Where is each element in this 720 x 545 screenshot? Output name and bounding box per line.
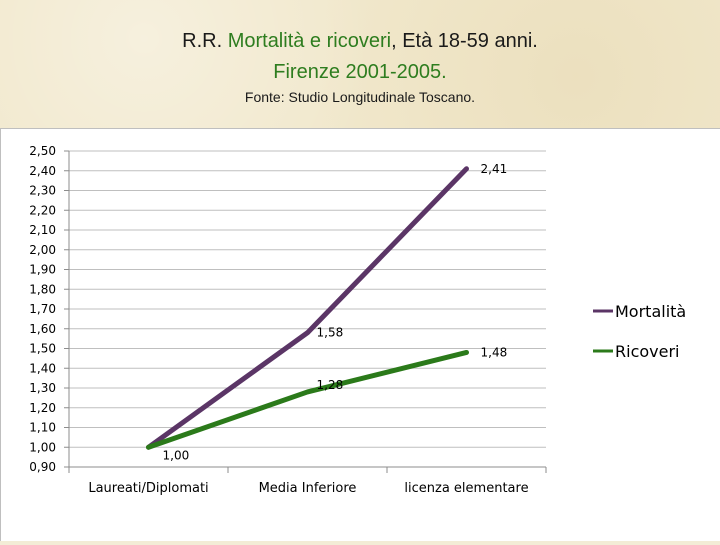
x-tick-label: Laureati/Diplomati xyxy=(88,481,208,496)
x-tick-label: licenza elementare xyxy=(404,481,528,496)
chart-title-line2: Firenze 2001-2005. xyxy=(273,61,447,83)
y-tick-label: 1,20 xyxy=(29,401,56,415)
y-tick-label: 1,50 xyxy=(29,342,56,356)
title-highlight: Mortalità e ricoveri xyxy=(227,30,392,52)
y-tick-label: 2,10 xyxy=(29,223,56,237)
x-tick-label: Media Inferiore xyxy=(259,481,357,496)
data-label: 2,41 xyxy=(481,162,508,176)
data-label: 1,28 xyxy=(317,378,344,392)
slide-header: R.R. Mortalità e ricoveri, Età 18-59 ann… xyxy=(0,0,720,128)
title-prefix: R.R. xyxy=(182,30,228,52)
y-tick-label: 1,10 xyxy=(29,421,56,435)
y-tick-label: 1,70 xyxy=(29,302,56,316)
y-tick-label: 1,40 xyxy=(29,361,56,375)
y-tick-label: 0,90 xyxy=(29,460,56,474)
y-tick-label: 1,60 xyxy=(29,322,56,336)
line-chart: 0,90 1,00 1,10 1,20 1,30 1,40 1,50 1,60 1,70 1,80… xyxy=(29,144,686,496)
y-tick-label: 2,30 xyxy=(29,184,56,198)
chart-title: R.R. Mortalità e ricoveri, Età 18-59 ann… xyxy=(0,30,720,53)
y-tick-label: 1,00 xyxy=(29,440,56,454)
legend-label: Mortalità xyxy=(615,302,686,321)
chart-area: 0,90 1,00 1,10 1,20 1,30 1,40 1,50 1,60 1,70 1,80… xyxy=(0,128,720,541)
data-label: 1,48 xyxy=(481,345,508,359)
y-tick-label: 2,20 xyxy=(29,203,56,217)
y-tick-label: 1,80 xyxy=(29,282,56,296)
y-tick-label: 2,50 xyxy=(29,144,56,158)
y-tick-label: 1,30 xyxy=(29,381,56,395)
legend-label: Ricoveri xyxy=(615,342,679,361)
y-tick-label: 2,40 xyxy=(29,164,56,178)
title-suffix: , Età 18-59 anni. xyxy=(391,30,538,52)
source-note: Fonte: Studio Longitudinale Toscano. xyxy=(244,89,476,105)
y-tick-label: 1,90 xyxy=(29,263,56,277)
data-label: 1,58 xyxy=(317,326,344,340)
y-tick-label: 2,00 xyxy=(29,243,56,257)
series-line-0 xyxy=(146,166,469,450)
data-label: 1,00 xyxy=(163,448,190,462)
series-line-1 xyxy=(146,349,469,450)
